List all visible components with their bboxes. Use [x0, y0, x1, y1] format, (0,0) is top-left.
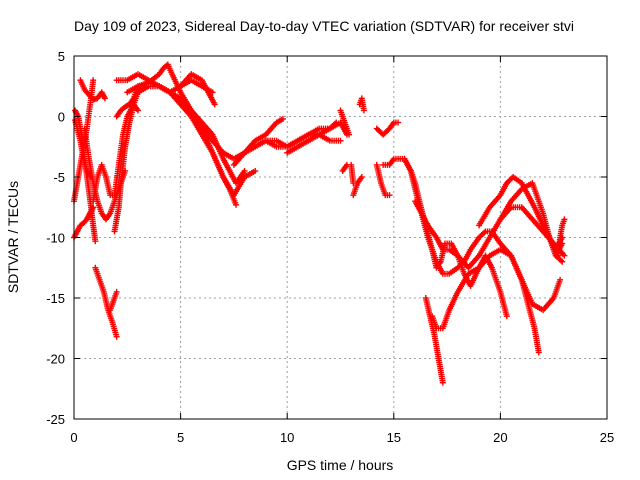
data-series — [554, 216, 568, 259]
data-series — [72, 117, 95, 180]
data-series — [422, 295, 446, 386]
data-series — [111, 79, 150, 235]
data-series — [401, 155, 542, 356]
data-series — [339, 161, 350, 174]
y-tick-label: -20 — [46, 352, 65, 367]
x-tick-label: 10 — [280, 430, 294, 445]
x-axis-label: GPS time / hours — [287, 457, 394, 473]
y-tick-label: -25 — [46, 412, 65, 427]
x-tick-label: 25 — [600, 430, 614, 445]
y-tick-label: -10 — [46, 231, 65, 246]
data-series — [373, 119, 402, 138]
y-axis-label: SDTVAR / TECUs — [5, 181, 21, 293]
x-tick-label: 20 — [493, 430, 507, 445]
chart-title: Day 109 of 2023, Sidereal Day-to-day VTE… — [74, 18, 574, 34]
data-series — [177, 71, 218, 108]
y-tick-label: -15 — [46, 291, 65, 306]
axis-ticks: 0 5 10 15 20 25 -25 -20 -15 -10 -5 0 5 — [46, 49, 614, 445]
y-tick-label: -5 — [53, 170, 65, 185]
data-series — [373, 161, 393, 199]
data-series — [77, 77, 108, 103]
x-tick-label: 15 — [387, 430, 401, 445]
data-series — [107, 288, 120, 314]
data-series — [337, 107, 353, 138]
x-tick-label: 0 — [70, 430, 77, 445]
data-series — [350, 174, 365, 199]
y-tick-label: 5 — [58, 49, 65, 64]
data-points — [71, 61, 568, 386]
data-series — [156, 83, 240, 208]
x-tick-label: 5 — [177, 430, 184, 445]
data-series — [356, 95, 367, 114]
data-series — [134, 83, 259, 199]
data-series — [284, 119, 350, 156]
y-tick-label: 0 — [58, 110, 65, 125]
data-series — [429, 246, 564, 332]
